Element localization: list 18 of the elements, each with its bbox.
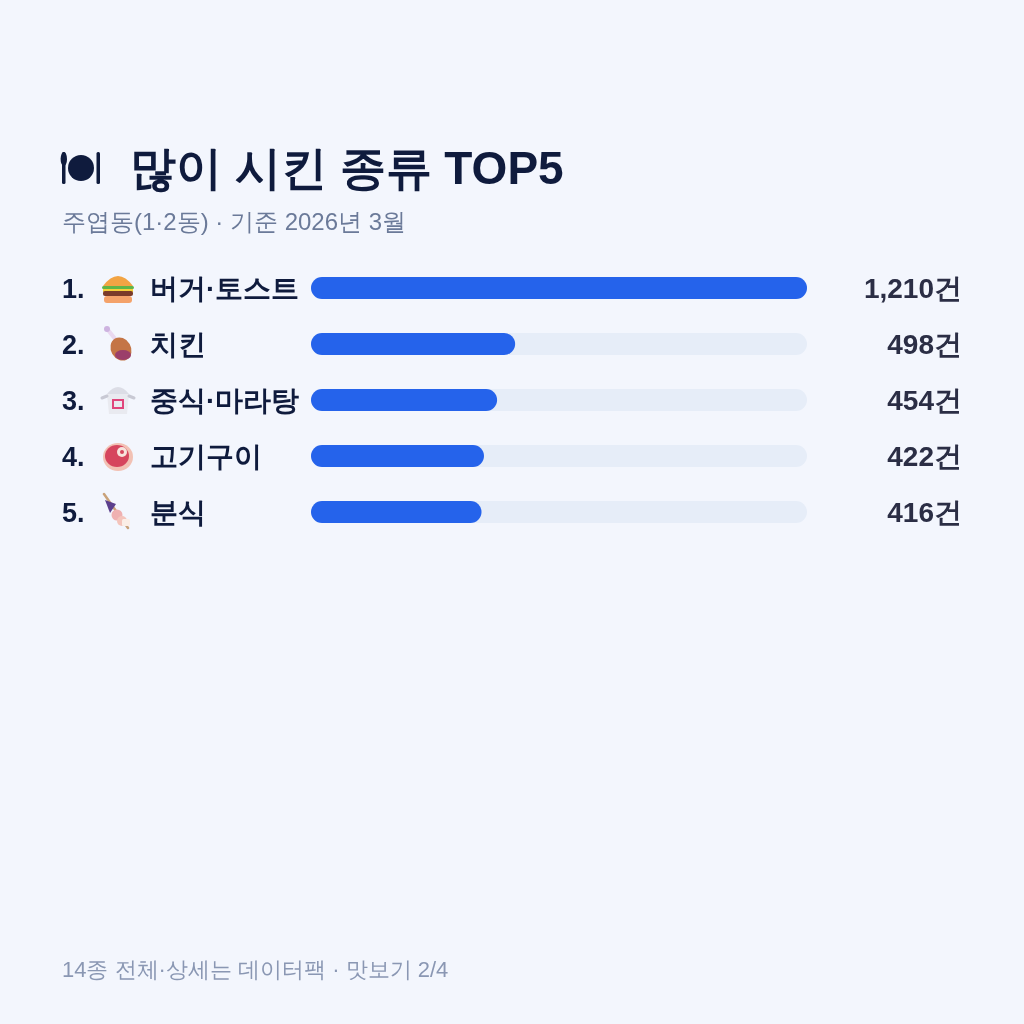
y-tick-label: 치킨 (150, 329, 206, 360)
text: 4. (62, 442, 85, 472)
data-label: 416건 (887, 497, 962, 528)
y-tick-label: 고기구이 (150, 441, 262, 472)
y-tick-label: 중식·마라탕 (150, 385, 300, 416)
text: 14종 전체·상세는 데이터팩 · 맛보기 2/4 (62, 957, 449, 982)
text: 3. (62, 386, 85, 416)
data-label: 422건 (887, 441, 962, 472)
text: 5. (62, 498, 85, 528)
y-tick-label: 분식 (150, 497, 206, 528)
y-tick-label: 버거·토스트 (150, 273, 300, 304)
data-label: 454건 (887, 385, 962, 416)
data-label: 1,210건 (863, 273, 962, 304)
chart-subtitle: 주엽동(1·2동) · 기준 2026년 3월 (62, 208, 407, 235)
text: 1. (62, 274, 85, 304)
data-label: 498건 (887, 329, 962, 360)
chart-title: 많이 시킨 종류 TOP5 (130, 142, 564, 194)
text: 2. (62, 330, 85, 360)
